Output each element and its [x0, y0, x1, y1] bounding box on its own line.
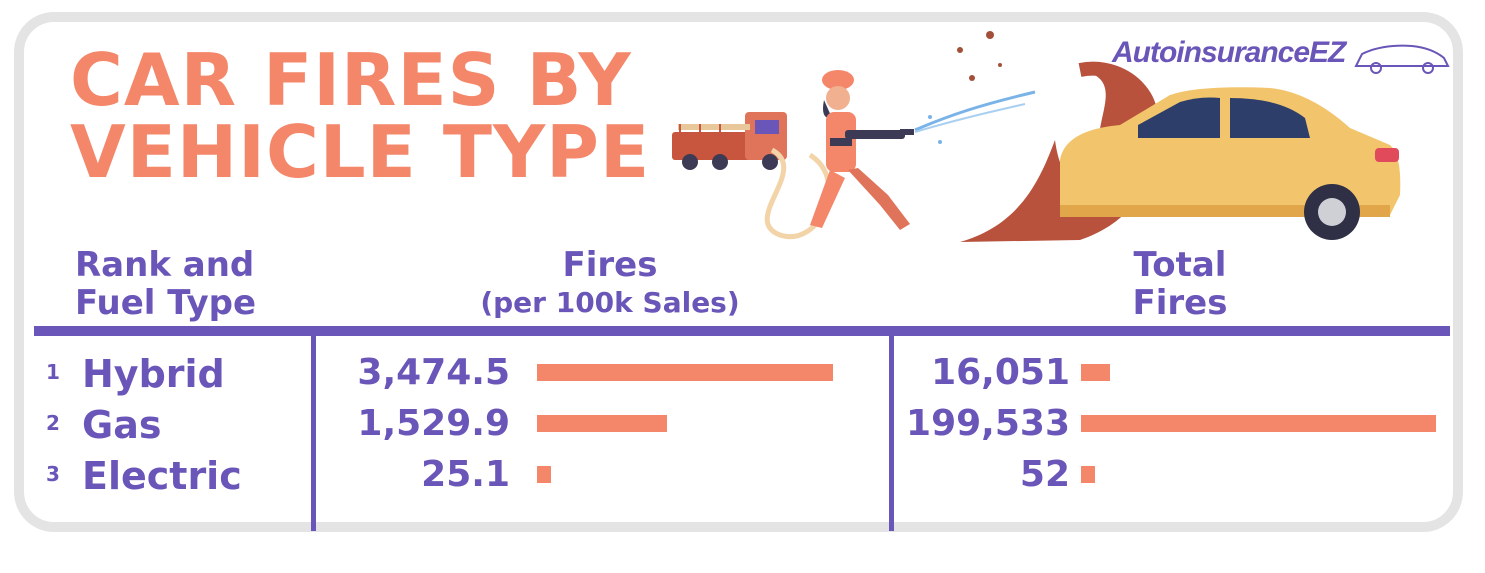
title-line-1: CAR FIRES BY: [70, 38, 632, 122]
rank-number: 2: [46, 411, 60, 435]
header-fires-per-100k: Fires (per 100k Sales): [440, 246, 780, 322]
bar: [537, 466, 551, 483]
car-icon: [1060, 87, 1401, 240]
firefighter-illustration: [672, 31, 1401, 243]
header-rank-fuel: Rank and Fuel Type: [75, 246, 256, 322]
data-label: 16,051: [931, 352, 1070, 393]
page-title: CAR FIRES BY VEHICLE TYPE: [70, 44, 650, 188]
bar: [1081, 466, 1095, 483]
fire-truck-icon: [672, 112, 787, 170]
rank-number: 1: [46, 360, 60, 384]
title-line-2: VEHICLE TYPE: [70, 110, 651, 194]
column-divider-2: [889, 336, 894, 531]
fuel-type-label: Gas: [82, 403, 162, 447]
bar: [537, 415, 668, 432]
fuel-type-label: Electric: [82, 454, 242, 498]
header-fires-line-1: Fires: [562, 245, 658, 285]
header-divider: [34, 326, 1450, 336]
data-label: 1,529.9: [357, 403, 510, 444]
bar: [537, 364, 833, 381]
fuel-type-label: Hybrid: [82, 352, 225, 396]
data-label: 3,474.5: [357, 352, 510, 393]
firefighter-figure: [810, 70, 914, 230]
bar: [1081, 415, 1436, 432]
rank-number: 3: [46, 462, 60, 486]
header-total-line-2: Fires: [1132, 283, 1228, 323]
header-total-line-1: Total: [1133, 245, 1227, 285]
header-rank-fuel-line-2: Fuel Type: [75, 283, 257, 323]
brand-logo: AutoinsuranceEZ: [1112, 36, 1346, 69]
data-label: 52: [1019, 454, 1070, 495]
data-label: 199,533: [906, 403, 1070, 444]
header-rank-fuel-line-1: Rank and: [75, 245, 255, 285]
column-divider-1: [311, 336, 316, 531]
logo-car-icon: [1354, 44, 1450, 74]
header-fires-line-2: (per 100k Sales): [480, 286, 740, 319]
bar: [1081, 364, 1110, 381]
header-total-fires: Total Fires: [1060, 246, 1300, 322]
data-label: 25.1: [421, 454, 510, 495]
